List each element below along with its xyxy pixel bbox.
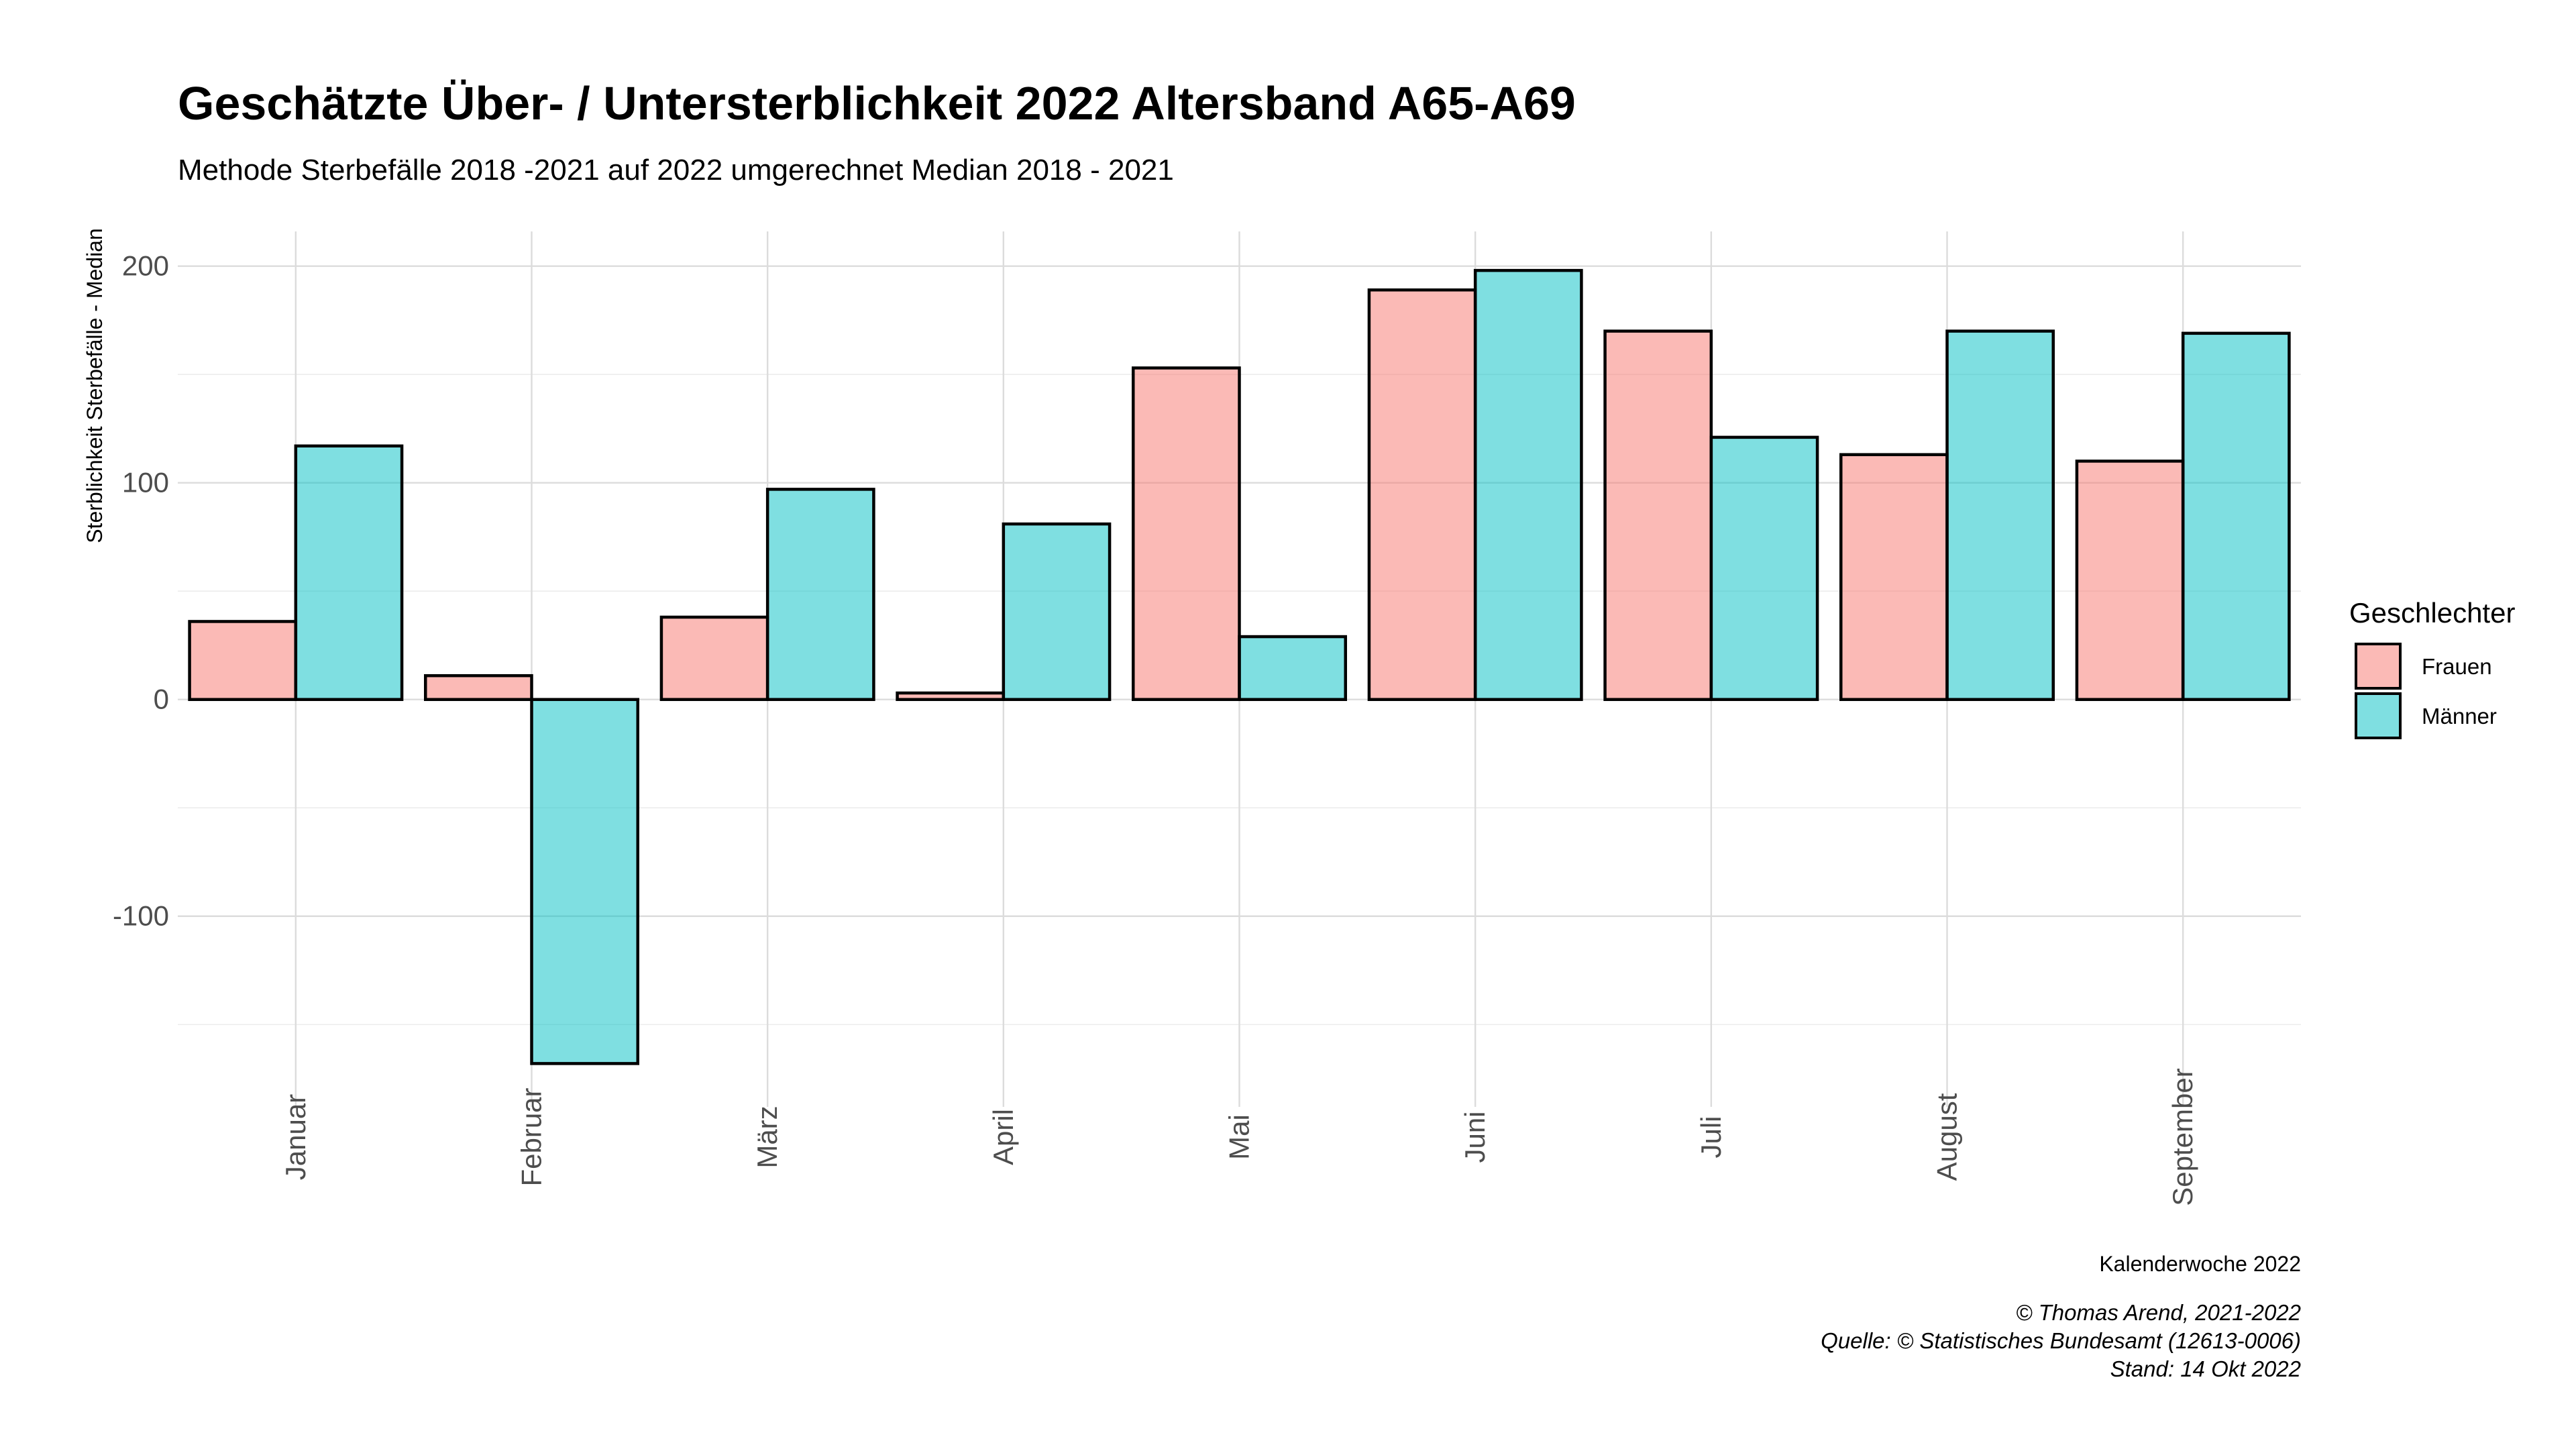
y-tick-label: 200 (122, 250, 169, 282)
y-tick-label: -100 (113, 900, 169, 932)
chart-subtitle: Methode Sterbefälle 2018 -2021 auf 2022 … (178, 154, 1174, 186)
caption-line-date: Stand: 14 Okt 2022 (2110, 1356, 2301, 1381)
legend: Geschlechter Frauen Männer (2349, 597, 2515, 739)
legend-label-frauen: Frauen (2422, 654, 2492, 679)
bar-frauen-8 (1839, 453, 1949, 701)
x-tick-label: Juli (1695, 1116, 1727, 1158)
bar-frauen-9 (2075, 460, 2185, 701)
x-tick-label: September (2167, 1068, 2198, 1205)
bar-frauen-5 (1132, 366, 1241, 701)
bar-maenner-1 (294, 444, 404, 701)
chart-title: Geschätzte Über- / Untersterblichkeit 20… (178, 77, 1576, 129)
y-axis-label: Sterblichkeit Sterbefälle - Median (83, 228, 107, 543)
y-tick-label: 0 (154, 684, 169, 715)
legend-key-maenner (2355, 692, 2402, 739)
y-axis-ticks: -100 0 100 200 (113, 250, 169, 932)
x-tick-label: Mai (1224, 1114, 1255, 1160)
bar-maenner-6 (1473, 268, 1583, 701)
x-axis-ticks: Januar Februar März April Mai Juni Juli August S… (280, 1068, 2198, 1205)
bar-frauen-1 (188, 620, 298, 701)
bar-maenner-4 (1002, 522, 1112, 701)
x-tick-label: März (751, 1106, 783, 1168)
bar-frauen-6 (1367, 288, 1477, 701)
legend-key-frauen (2355, 643, 2402, 690)
bar-maenner-7 (1709, 435, 1819, 701)
bars (188, 268, 2291, 1065)
bar-frauen-3 (659, 615, 769, 701)
bar-maenner-8 (1945, 329, 2055, 701)
bar-frauen-2 (424, 674, 533, 701)
caption: © Thomas Arend, 2021-2022 Quelle: © Stat… (1821, 1300, 2301, 1381)
x-tick-label: Juni (1459, 1111, 1491, 1163)
caption-line-copyright: © Thomas Arend, 2021-2022 (2016, 1300, 2301, 1325)
bar-frauen-7 (1603, 329, 1713, 701)
bar-frauen-4 (896, 691, 1006, 701)
x-axis-label: Kalenderwoche 2022 (2099, 1252, 2301, 1276)
x-tick-label: Februar (516, 1087, 547, 1186)
caption-line-source: Quelle: © Statistisches Bundesamt (12613… (1821, 1328, 2301, 1353)
y-tick-label: 100 (122, 467, 169, 498)
x-tick-label: August (1931, 1093, 1963, 1181)
bar-maenner-2 (530, 698, 639, 1065)
x-tick-label: Januar (280, 1094, 311, 1180)
legend-label-maenner: Männer (2422, 704, 2497, 729)
bar-maenner-9 (2181, 331, 2291, 701)
x-tick-label: April (987, 1109, 1019, 1165)
bar-maenner-3 (765, 488, 875, 701)
bar-maenner-5 (1238, 635, 1347, 701)
legend-title: Geschlechter (2349, 597, 2515, 629)
